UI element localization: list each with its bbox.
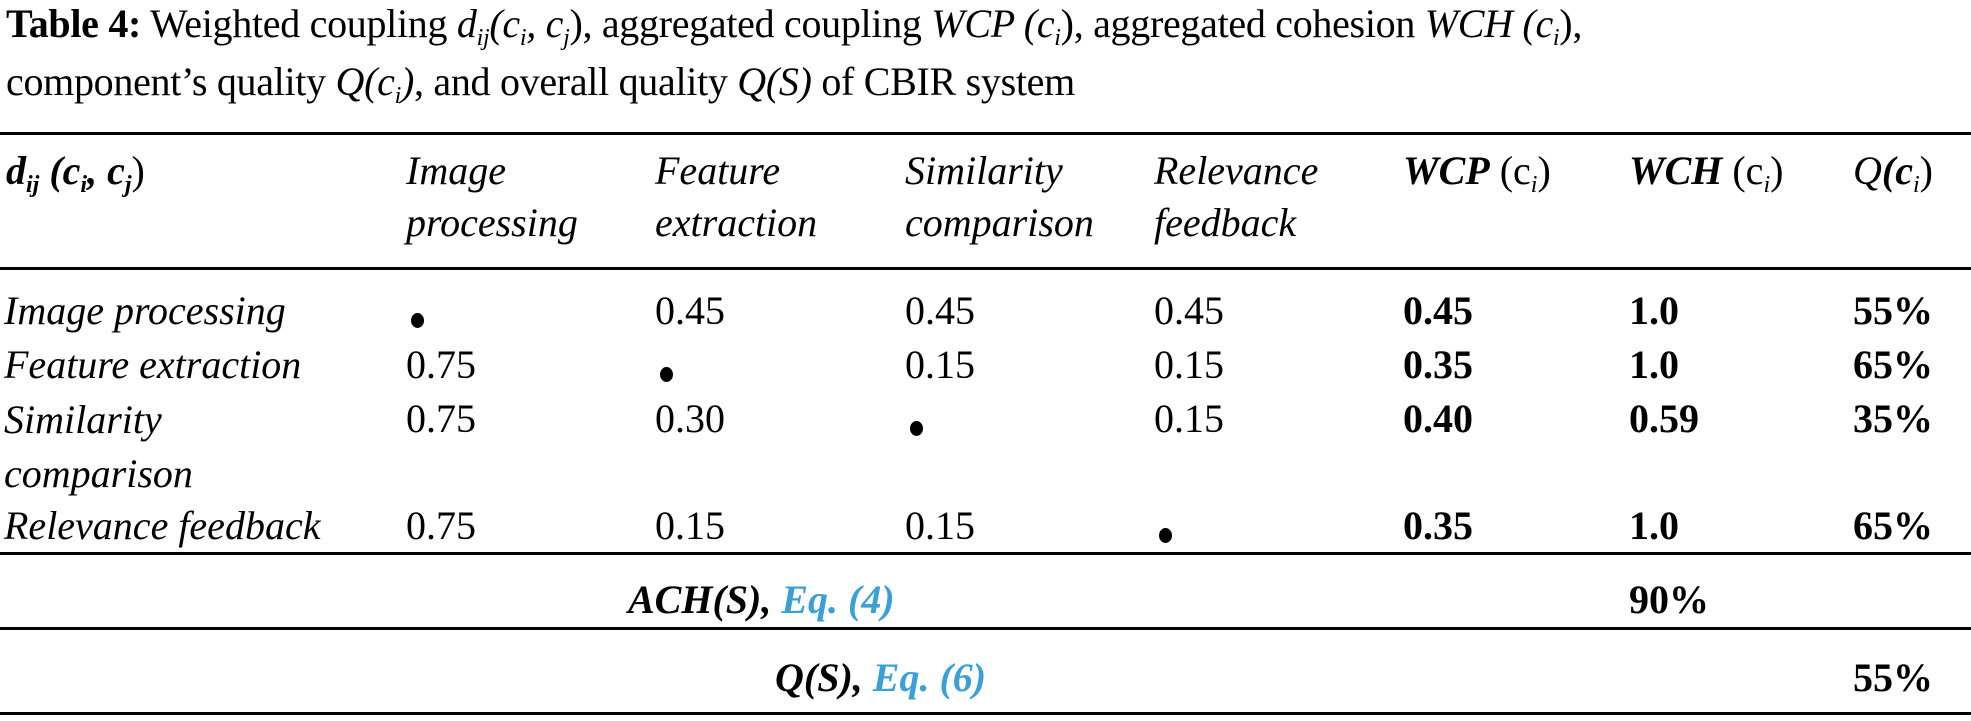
diagonal-dot-icon <box>1159 528 1172 543</box>
wch-value: 1.0 <box>1629 288 1679 333</box>
column-header-feature-extraction: Feature extraction <box>655 148 818 245</box>
wcp-value: 0.40 <box>1403 396 1473 441</box>
table-caption: Table 4: Weighted coupling dij(ci, cj), … <box>6 2 1966 118</box>
table-top-rule <box>0 132 1971 135</box>
table-cell <box>411 285 424 337</box>
column-header-q: Q(ci) <box>1853 148 1933 198</box>
wch-value: 1.0 <box>1629 342 1679 387</box>
table-cell: 0.15 <box>905 503 975 548</box>
wcp-value: 0.45 <box>1403 288 1473 333</box>
wch-value: 0.59 <box>1629 396 1699 441</box>
table-cell: 0.15 <box>905 342 975 387</box>
body-bottom-rule <box>0 552 1971 555</box>
corner-header: dij (ci, cj) <box>6 148 145 198</box>
q-value: 65% <box>1853 342 1933 387</box>
table-label: Table 4: <box>6 1 142 46</box>
summary-label-ach: ACH(S), Eq. (4) <box>628 577 895 622</box>
summary-value-qs: 55% <box>1853 655 1933 700</box>
row-label-image-processing: Image processing <box>4 288 286 333</box>
header-bottom-rule <box>0 267 1971 270</box>
wch-value: 1.0 <box>1629 503 1679 548</box>
table-cell: 0.45 <box>1154 288 1224 333</box>
table-cell: 0.15 <box>1154 342 1224 387</box>
q-value: 35% <box>1853 396 1933 441</box>
table-cell <box>1159 500 1172 552</box>
row-label-relevance-feedback: Relevance feedback <box>4 503 321 548</box>
wcp-value: 0.35 <box>1403 503 1473 548</box>
table-cell: 0.15 <box>655 503 725 548</box>
table-bottom-rule <box>0 712 1971 715</box>
row-label-feature-extraction: Feature extraction <box>4 342 302 387</box>
diagonal-dot-icon <box>660 367 673 382</box>
table-cell: 0.75 <box>406 342 476 387</box>
summary-divider-rule <box>0 627 1971 630</box>
table-cell: 0.30 <box>655 396 725 441</box>
summary-value-ach: 90% <box>1629 577 1709 622</box>
equation-4-link[interactable]: Eq. (4) <box>781 577 895 622</box>
table-cell: 0.75 <box>406 503 476 548</box>
wcp-value: 0.35 <box>1403 342 1473 387</box>
caption-line-1: Table 4: Weighted coupling dij(ci, cj), … <box>6 1 1583 52</box>
diagonal-dot-icon <box>910 421 923 436</box>
column-header-relevance-feedback: Relevance feedback <box>1154 148 1319 245</box>
summary-label-qs: Q(S), Eq. (6) <box>775 655 987 700</box>
column-header-similarity-comparison: Similarity comparison <box>905 148 1094 245</box>
table-cell: 0.45 <box>905 288 975 333</box>
column-header-wch: WCH (ci) <box>1629 148 1784 198</box>
q-value: 65% <box>1853 503 1933 548</box>
diagonal-dot-icon <box>411 313 424 328</box>
table-cell <box>910 393 923 445</box>
equation-6-link[interactable]: Eq. (6) <box>872 655 987 700</box>
column-header-wcp: WCP (ci) <box>1403 148 1551 198</box>
table-cell: 0.45 <box>655 288 725 333</box>
row-label-similarity-comparison: Similarity comparison <box>4 397 193 496</box>
q-value: 55% <box>1853 288 1933 333</box>
table-cell: 0.15 <box>1154 396 1224 441</box>
column-header-image-processing: Image processing <box>406 148 578 245</box>
table-cell <box>660 339 673 391</box>
table-cell: 0.75 <box>406 396 476 441</box>
caption-line-2: component’s quality Q(ci), and overall q… <box>6 59 1075 110</box>
